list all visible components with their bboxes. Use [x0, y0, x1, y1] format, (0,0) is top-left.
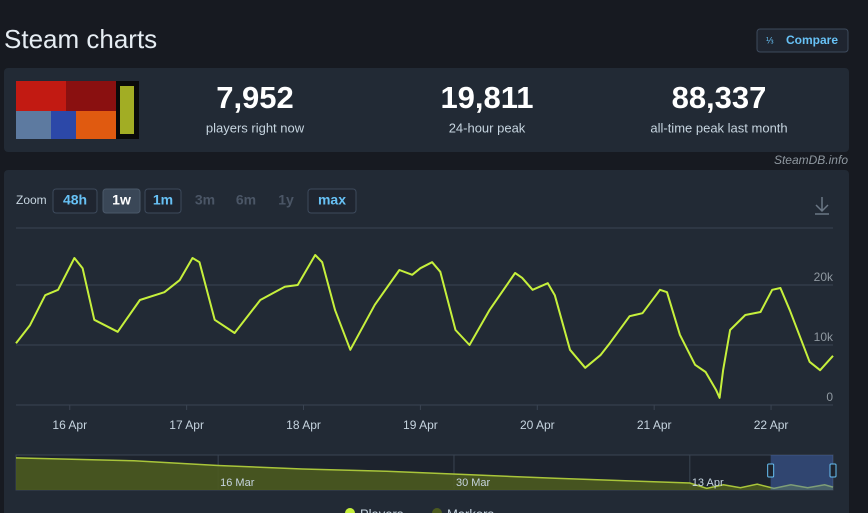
zoom-label: Zoom [16, 193, 47, 207]
legend-swatch [432, 508, 442, 513]
thumb-part [76, 111, 116, 139]
navigator-handle[interactable] [767, 463, 775, 478]
zoom-button[interactable] [52, 188, 98, 214]
compare-box[interactable] [756, 28, 849, 53]
thumb-part [120, 86, 134, 134]
player-line [15, 254, 834, 399]
zoom-option[interactable]: 1m [153, 192, 173, 208]
legend: Players Markers [345, 506, 494, 513]
x-tick-label: 20 Apr [520, 418, 555, 432]
zoom-buttons: 48h 1w 1m 3m 6m 1y max [52, 188, 357, 214]
compare-label[interactable]: Compare [786, 33, 838, 47]
x-tick-label: 17 Apr [169, 418, 204, 432]
navigator: 16 Mar 30 Mar 13 Apr [15, 454, 837, 491]
page-title: Steam charts [4, 24, 157, 54]
zoom-option: 3m [195, 192, 215, 208]
legend-label: Players [360, 506, 404, 513]
x-tick-label: 19 Apr [403, 418, 438, 432]
compare-icon: ⅓ [766, 35, 774, 45]
stat-label: all-time peak last month [650, 120, 787, 135]
main-chart: 0 10k 20k 16 Apr 17 Apr 18 Apr 19 Apr 20 Apr 21 … [15, 254, 834, 432]
stats: 7,952 players right now 19,811 24-hour peak… [206, 80, 788, 135]
y-tick-label: 10k [814, 330, 834, 344]
stat-value: 88,337 [672, 80, 767, 115]
zoom-option[interactable]: 1w [112, 192, 131, 208]
chart-panel [4, 170, 849, 513]
download-icon[interactable] [815, 197, 829, 215]
download-glyph[interactable] [815, 197, 829, 215]
zoom-button[interactable] [144, 188, 182, 214]
stat-value: 19,811 [440, 80, 533, 115]
game-thumbnail [16, 81, 139, 139]
zoom-button[interactable] [307, 188, 357, 214]
y-tick-label: 20k [814, 270, 834, 284]
compare-button[interactable]: ⅓ Compare [756, 28, 849, 53]
navigator-line [15, 457, 834, 490]
thumb-part [16, 81, 66, 111]
zoom-option[interactable]: max [318, 192, 346, 208]
navigator-label: 13 Apr [692, 477, 724, 489]
stat-label: players right now [206, 120, 305, 135]
navigator-label: 30 Mar [456, 477, 491, 489]
x-tick-label: 21 Apr [637, 418, 672, 432]
stat-value: 7,952 [216, 80, 294, 115]
zoom-button[interactable] [102, 188, 141, 214]
navigator-selection[interactable] [770, 455, 833, 490]
zoom-option[interactable]: 48h [63, 192, 87, 208]
navigator-label: 16 Mar [220, 477, 255, 489]
y-tick-label: 0 [826, 390, 833, 404]
x-tick-label: 22 Apr [754, 418, 789, 432]
legend-label: Markers [447, 506, 494, 513]
x-tick-label: 18 Apr [286, 418, 321, 432]
zoom-option: 1y [278, 192, 294, 208]
navigator-handle[interactable] [829, 463, 837, 478]
thumb-part [16, 111, 51, 139]
thumb-part [51, 111, 76, 139]
stat-label: 24-hour peak [449, 120, 526, 135]
x-tick-label: 16 Apr [52, 418, 87, 432]
source-credit: SteamDB.info [774, 153, 848, 167]
zoom-option: 6m [236, 192, 256, 208]
legend-swatch [345, 508, 355, 513]
stats-panel [4, 68, 849, 152]
